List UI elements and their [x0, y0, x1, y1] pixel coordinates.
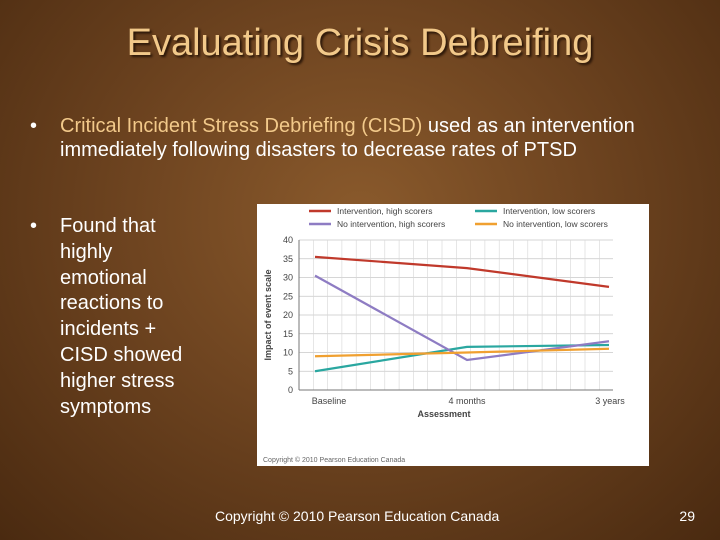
footer-copyright: Copyright © 2010 Pearson Education Canad…	[215, 508, 500, 524]
x-tick-label: 3 years	[595, 396, 625, 406]
series-line	[314, 347, 610, 358]
cisd-highlight: Critical Incident Stress Debriefing (CIS…	[60, 115, 423, 137]
bullet-dot: •	[30, 115, 38, 137]
series-line	[314, 343, 610, 373]
x-tick-label: Baseline	[312, 396, 347, 406]
chart-credit: Copyright © 2010 Pearson Education Canad…	[263, 456, 405, 464]
y-tick-label: 20	[283, 310, 293, 320]
y-tick-label: 25	[283, 291, 293, 301]
bullet-dot: •	[30, 215, 38, 237]
x-tick-label: 4 months	[448, 396, 486, 406]
series-line	[314, 255, 610, 288]
line-chart: 0 5 10 15 20 25 30 35 40 Baseline 4 months 3 years A…	[263, 206, 625, 464]
bullet-text-rest: used as an intervention immediately foll…	[60, 115, 635, 161]
y-tick-label: 10	[283, 348, 293, 358]
y-tick-label: 40	[283, 235, 293, 245]
slide-title: Evaluating Crisis Debreifing	[126, 22, 594, 64]
x-axis-label: Assessment	[417, 409, 470, 419]
page-number: 29	[679, 508, 695, 524]
legend-label: No intervention, high scorers	[337, 219, 445, 229]
bullet-finding: • Found that highly emotional reactions …	[30, 214, 200, 474]
bullet-cisd: • Critical Incident Stress Debriefing (C…	[30, 114, 690, 190]
bullet-text: Critical Incident Stress Debriefing (CIS…	[60, 114, 680, 162]
y-tick-label: 0	[288, 385, 293, 395]
series-line	[314, 274, 610, 362]
y-tick-label: 15	[283, 329, 293, 339]
y-tick-label: 35	[283, 254, 293, 264]
legend-label: Intervention, high scorers	[337, 206, 432, 216]
y-tick-label: 5	[288, 366, 293, 376]
y-axis-label: Impact of event scale	[263, 269, 273, 360]
chart-panel: 0 5 10 15 20 25 30 35 40 Baseline 4 months 3 years A…	[257, 204, 649, 466]
y-tick-label: 30	[283, 273, 293, 283]
legend-label: Intervention, low scorers	[503, 206, 595, 216]
bullet-text: Found that highly emotional reactions to…	[60, 215, 183, 418]
legend-label: No intervention, low scorers	[503, 219, 608, 229]
